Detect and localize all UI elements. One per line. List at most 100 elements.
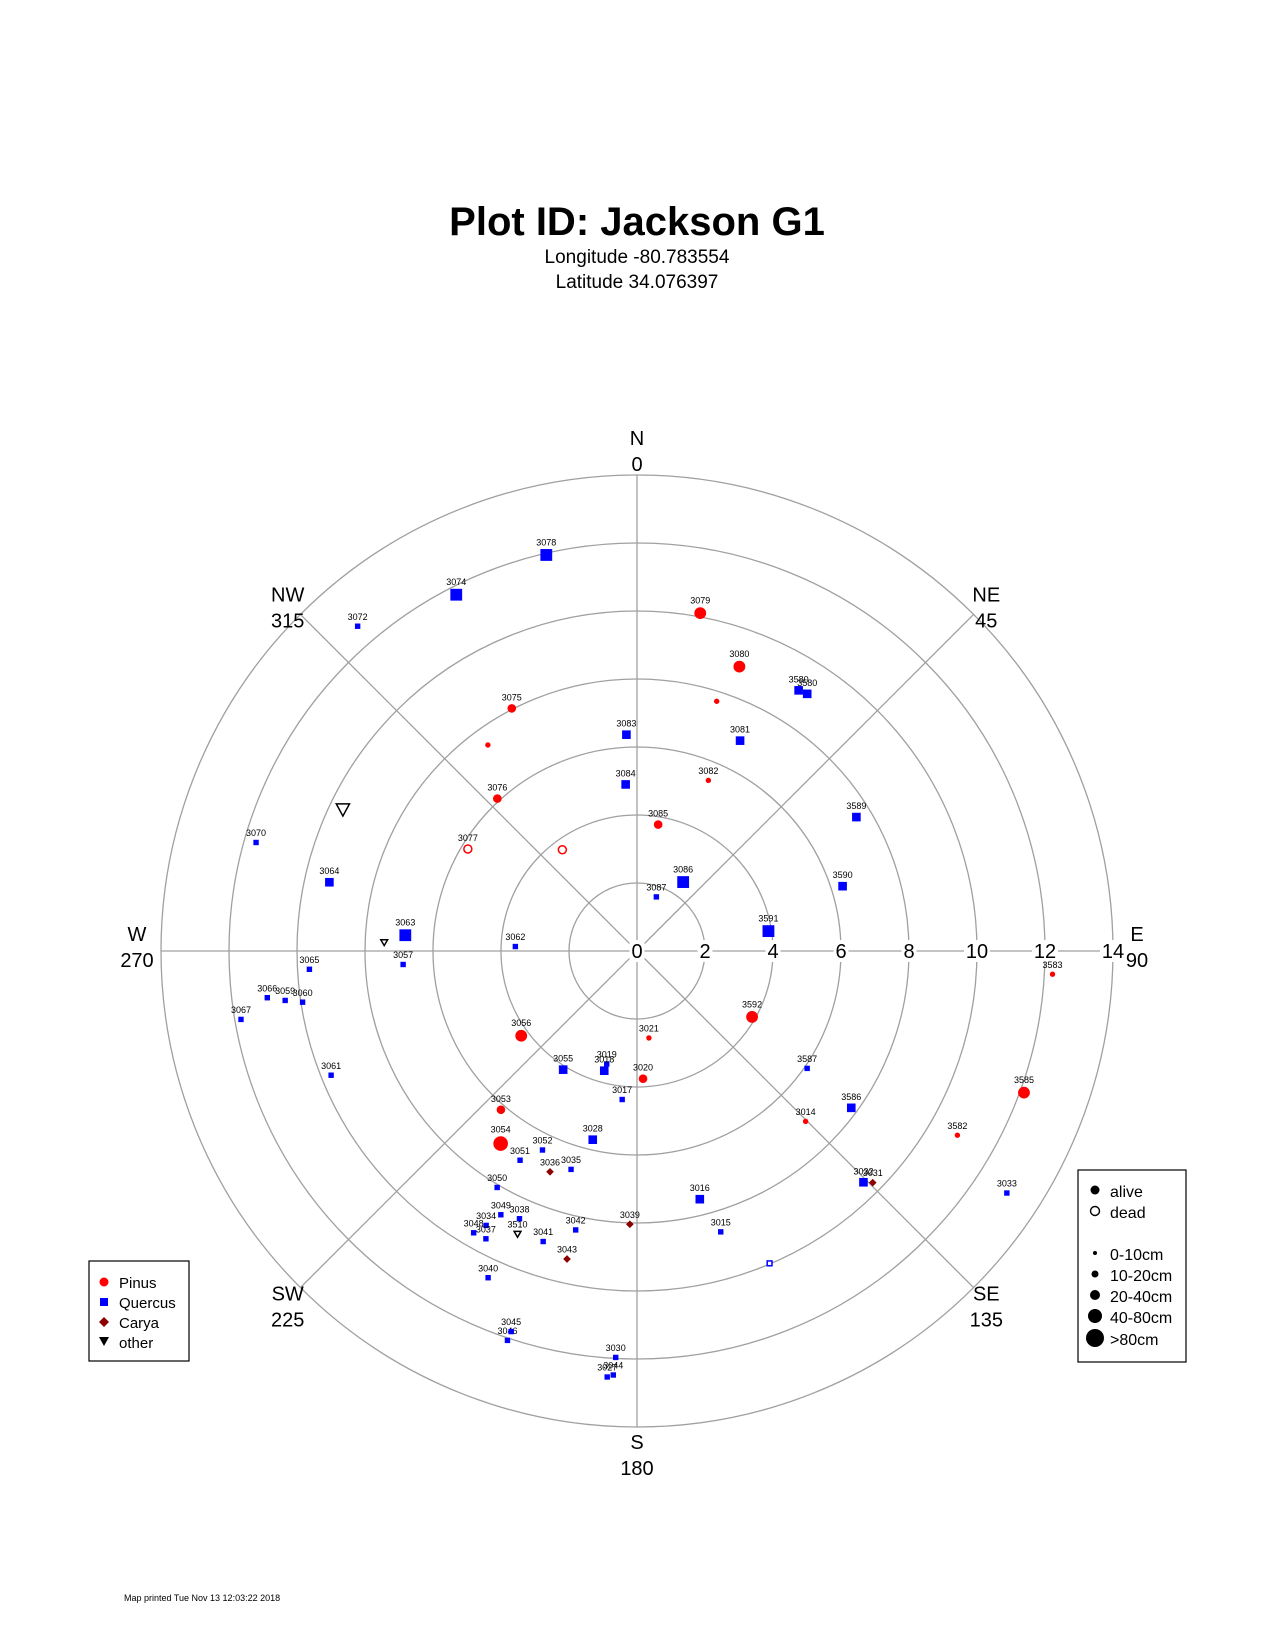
footer-print-timestamp: Map printed Tue Nov 13 12:03:22 2018 [124,1593,281,1603]
legend-size-20-40-marker [1090,1290,1100,1300]
tree-id-label: 3072 [348,612,368,622]
tree-marker-quercus-3042 [572,1227,579,1233]
tree-marker-quercus-3017 [619,1096,625,1103]
tree-marker-carya-3036 [546,1167,554,1176]
tree-id-label: 3051 [510,1146,530,1156]
chart-subtitle-latitude: Latitude 34.076397 [556,272,719,293]
direction-label-nw: NW [271,585,304,607]
tree-id-label: 3075 [502,692,522,702]
tree-marker-pinus-3585 [1018,1086,1030,1099]
legend-size-10-20-label: 10-20cm [1110,1268,1172,1285]
tree-marker-quercus-3034 [483,1222,489,1229]
tree-marker-quercus-3063 [399,929,412,942]
tree-id-label: 3070 [246,828,266,838]
tree-id-label: 3039 [620,1210,640,1220]
species-legend: Pinus Quercus Carya other [88,1260,190,1362]
tree-marker-pinus-3056 [515,1029,528,1042]
tree-marker-quercus-3061 [328,1072,334,1078]
direction-degree-315: 315 [271,611,304,633]
tree-marker-quercus-3086 [677,876,690,888]
legend-carya-marker [99,1317,109,1327]
legend-carya-label: Carya [119,1315,160,1332]
chart-title: Plot ID: Jackson G1 [449,200,825,244]
tree-id-label: 3050 [487,1173,507,1183]
compass-direction-labels: N 0 NE 45 E 90 SE 135 S 180 SW 225 W 270 NW 315 [120,428,1148,1480]
tree-id-label: 3040 [478,1263,498,1273]
legend-size-40-80-label: 40-80cm [1110,1310,1172,1327]
tree-id-label: 3044 [603,1361,623,1371]
species-legend-box [88,1260,190,1362]
tree-marker-quercus-3038 [516,1216,523,1222]
tree-id-label: 3074 [446,577,466,587]
tree-id-label: 3087 [646,883,666,893]
tree-id-label: 3035 [561,1155,581,1165]
tree-id-label: 3076 [487,783,507,793]
tree-id-label: 3020 [633,1063,653,1073]
tree-id-label: 3031 [863,1168,883,1178]
direction-degree-0: 0 [631,454,642,476]
legend-size-0-10-label: 0-10cm [1110,1247,1163,1264]
radial-tick-label-10: 10 [966,941,988,963]
tree-marker-pinus-3082 [705,777,712,784]
tree-id-label: 3589 [846,801,866,811]
tree-id-label: 3082 [698,766,718,776]
tree-id-label: 3079 [690,596,710,606]
tree-id-label: 3021 [639,1024,659,1034]
tree-marker-quercus-3045 [508,1328,514,1335]
tree-marker-pinus-3079 [694,607,707,620]
chart-subtitle-longitude: Longitude -80.783554 [545,247,730,268]
direction-degree-270: 270 [120,950,153,972]
tree-marker-quercus-3050 [494,1184,500,1191]
tree-marker-pinus-3592 [746,1010,758,1023]
tree-marker-quercus-3064 [325,877,334,887]
tree-marker-quercus-3028 [588,1135,598,1144]
tree-id-label: 3048 [464,1218,484,1228]
tree-id-label: 3586 [841,1092,861,1102]
direction-degree-225: 225 [271,1309,304,1331]
tree-marker-quercus-3072 [354,623,361,629]
tree-id-label: 3036 [540,1157,560,1167]
legend-alive-marker [1090,1185,1100,1195]
tree-id-label: 3027 [597,1363,617,1373]
tree-marker-quercus-3083 [622,730,631,739]
tree-marker-carya-3039 [626,1220,634,1229]
tree-marker-other-unlabeled [335,803,351,818]
grid-spoke-sw [299,950,638,1289]
legend-dead-label: dead [1110,1205,1146,1222]
tree-marker-quercus-3041 [540,1238,546,1245]
tree-id-label: 3592 [742,999,762,1009]
tree-marker-quercus-3051 [517,1157,523,1163]
tree-id-label: 3580 [797,678,817,688]
direction-degree-45: 45 [975,611,997,633]
tree-id-label: 3057 [393,950,413,960]
legend-size-80plus-marker [1086,1329,1104,1347]
legend-dead-marker [1089,1205,1101,1217]
tree-id-label: 3046 [497,1326,517,1336]
tree-marker-quercus-3070 [253,839,259,846]
tree-marker-quercus-3055 [558,1065,568,1074]
tree-marker-quercus-3048 [470,1230,477,1236]
tree-id-label: 3081 [730,725,750,735]
direction-label-n: N [630,428,644,450]
tree-id-label: 3030 [606,1343,626,1353]
tree-id-label: 3016 [690,1183,710,1193]
tree-id-label: 3049 [491,1200,511,1210]
grid-spoke-nw [299,613,638,952]
legend-quercus-label: Quercus [119,1295,176,1312]
radial-tick-bg-2 [697,940,713,962]
tree-marker-pinus-3085 [653,820,663,829]
tree-marker-quercus-3586 [846,1103,856,1113]
tree-marker-quercus-3019 [604,1061,610,1067]
tree-marker-quercus-3027 [604,1374,610,1380]
tree-id-label: 3077 [458,833,478,843]
legend-pinus-marker [99,1277,109,1287]
direction-label-s: S [630,1432,643,1454]
legend-size-40-80-marker [1088,1309,1102,1323]
tree-marker-quercus-3033 [1004,1190,1010,1196]
tree-id-label: 3587 [797,1054,817,1064]
tree-id-label: 3583 [1042,960,1062,970]
tree-marker-quercus-3049 [498,1212,504,1218]
tree-id-label: 3042 [566,1216,586,1226]
tree-id-label: 3028 [583,1124,603,1134]
radial-tick-bg-12 [1032,940,1058,962]
